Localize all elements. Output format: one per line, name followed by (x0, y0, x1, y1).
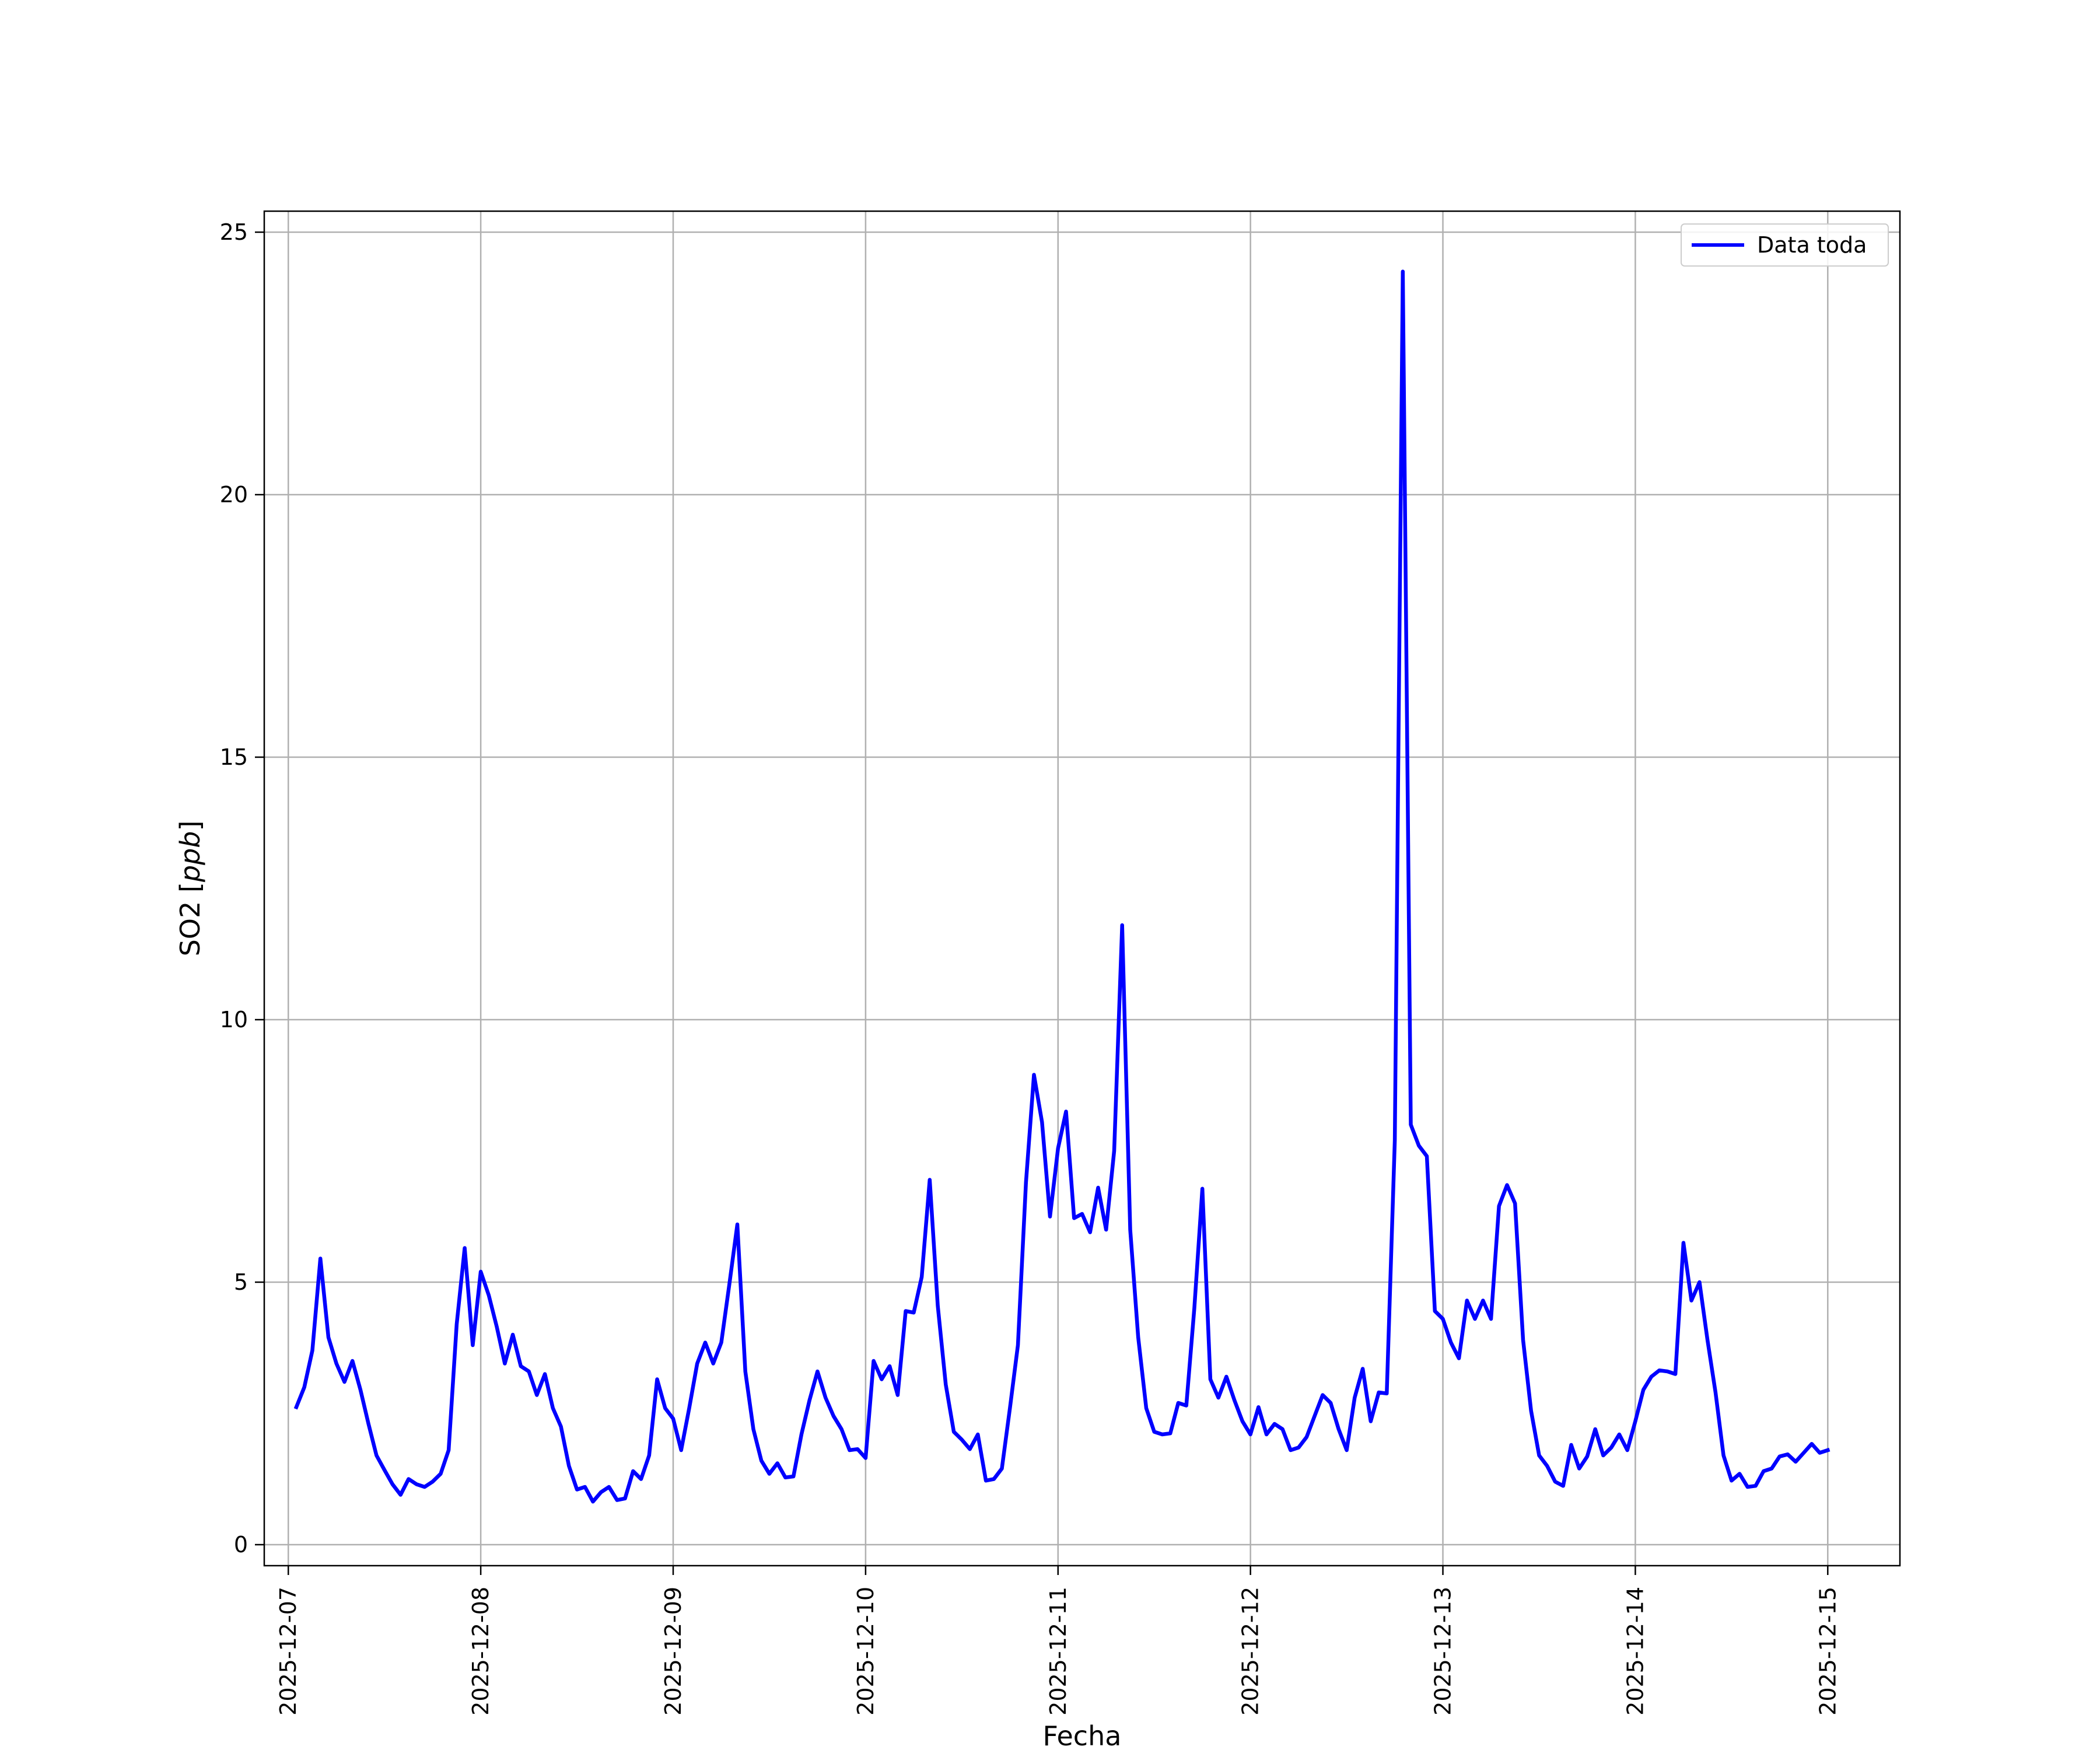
series-line-data-toda (293, 270, 1831, 1504)
legend: Data toda (1681, 223, 1889, 267)
x-axis-label: Fecha (1043, 1720, 1122, 1750)
y-axis-label-prefix: SO2 [ (174, 882, 206, 956)
plot-frame (263, 210, 1901, 1567)
x-tick-label: 2025-12-11 (1045, 1587, 1071, 1716)
x-tick-label: 2025-12-08 (468, 1587, 494, 1716)
y-tick-label: 15 (220, 744, 248, 770)
y-tick-label: 25 (220, 219, 248, 245)
series-layer (293, 270, 1831, 1504)
x-tick-label: 2025-12-12 (1238, 1587, 1264, 1716)
y-tick-label: 20 (220, 482, 248, 508)
legend-box (1681, 223, 1889, 267)
y-axis-label: SO2 [ppb] (174, 821, 206, 957)
y-axis-ticks: 0 5 10 15 20 25 (220, 219, 264, 1558)
y-tick-label: 10 (220, 1007, 248, 1032)
x-tick-label: 2025-12-14 (1622, 1587, 1648, 1716)
x-axis-ticks: 2025-12-07 2025-12-08 2025-12-09 2025-12-10… (275, 1566, 1840, 1716)
x-tick-label: 2025-12-13 (1430, 1587, 1456, 1716)
y-axis-label-suffix: ] (174, 821, 206, 831)
x-tick-label: 2025-12-10 (853, 1587, 878, 1716)
x-tick-label: 2025-12-07 (275, 1587, 301, 1716)
y-tick-label: 0 (234, 1532, 248, 1558)
y-tick-label: 5 (234, 1269, 248, 1295)
grid-lines (264, 211, 1900, 1566)
x-tick-label: 2025-12-15 (1815, 1587, 1840, 1716)
y-axis-label-unit: ppb (174, 831, 206, 883)
legend-label-data-toda: Data toda (1757, 232, 1867, 258)
x-tick-label: 2025-12-09 (660, 1587, 686, 1716)
